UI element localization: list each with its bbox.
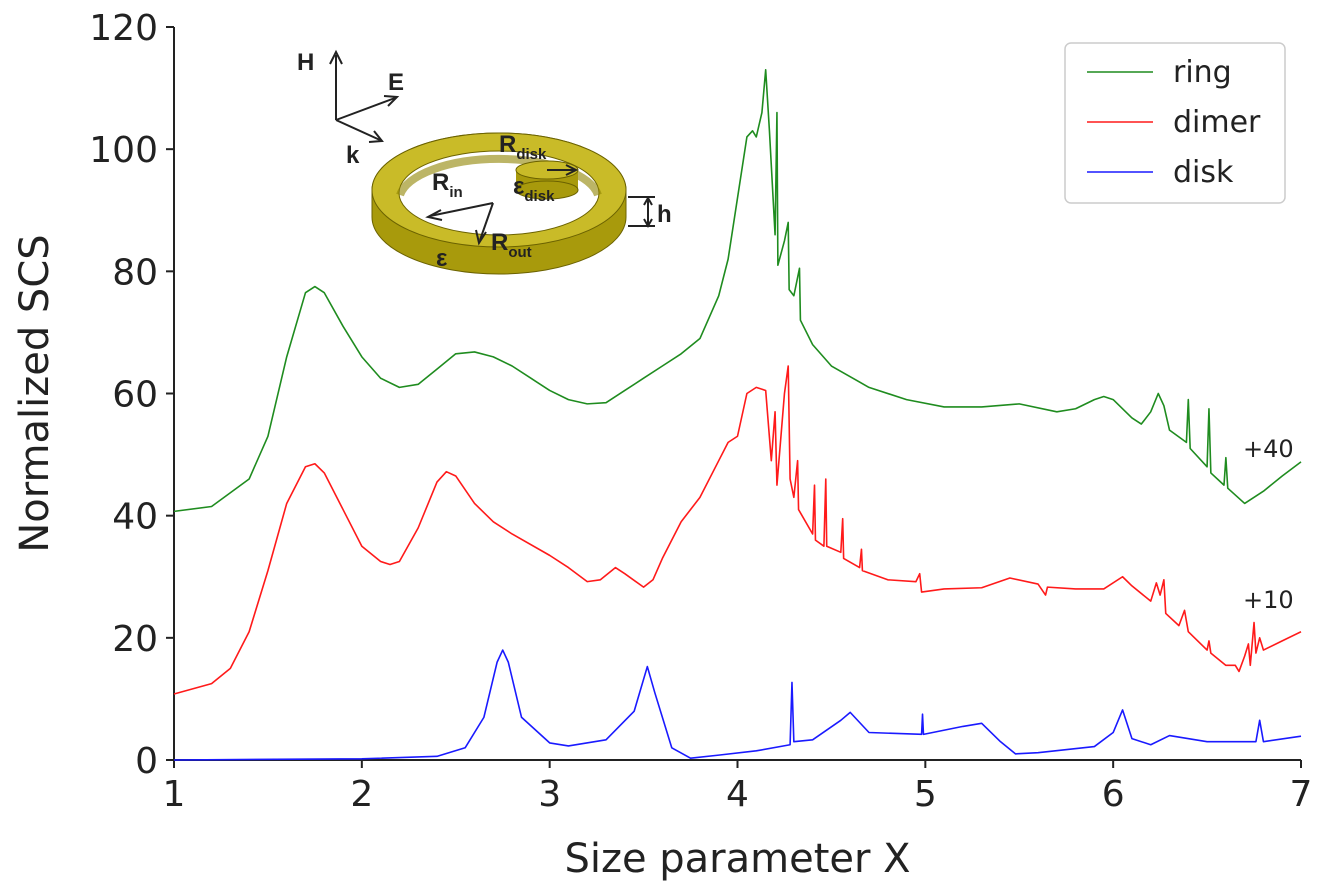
y-tick-label: 80 xyxy=(112,252,158,293)
inset-symbol: ε xyxy=(513,173,524,200)
series-line xyxy=(173,365,1302,695)
inset-label: h xyxy=(657,201,672,228)
y-tick-label: 20 xyxy=(112,619,158,660)
inset-subscript: disk xyxy=(524,188,555,205)
legend-label: ring xyxy=(1173,55,1232,90)
y-axis-label: Normalized SCS xyxy=(12,234,58,552)
y-tick-label: 60 xyxy=(112,375,158,416)
inset-label: Rdisk xyxy=(499,131,547,163)
x-tick-label: 5 xyxy=(914,774,937,815)
y-tick-label: 40 xyxy=(112,497,158,538)
inset-label: ε xyxy=(436,245,447,272)
inset-label: k xyxy=(346,142,360,169)
inset-symbol: R xyxy=(432,169,449,196)
inset-label: Rin xyxy=(432,169,463,201)
x-axis-label: Size parameter X xyxy=(564,836,910,882)
inset-label: εdisk xyxy=(513,173,555,205)
inset-label: E xyxy=(388,69,404,96)
x-tick-label: 3 xyxy=(538,774,561,815)
ring-inner-wall xyxy=(396,154,602,197)
disk-bottom xyxy=(515,180,579,200)
y-tick-label: 0 xyxy=(135,741,158,782)
series-line xyxy=(173,68,1302,513)
legend-box xyxy=(1064,42,1286,204)
inset-symbol: H xyxy=(297,49,314,76)
x-tick-label: 2 xyxy=(350,774,373,815)
series-line xyxy=(173,649,1302,761)
x-tick-label: 7 xyxy=(1290,774,1313,815)
legend-label: disk xyxy=(1173,155,1234,190)
y-tick-label: 100 xyxy=(89,130,158,171)
inset-symbol: ε xyxy=(436,245,447,272)
legend-label: dimer xyxy=(1173,105,1261,140)
annotation: +10 xyxy=(1243,586,1294,614)
x-tick-label: 4 xyxy=(726,774,749,815)
inset-subscript: in xyxy=(449,184,462,201)
inset-symbol: R xyxy=(491,229,508,256)
inset-symbol: E xyxy=(388,69,404,96)
inset-subscript: out xyxy=(508,244,531,261)
inset-label: Rout xyxy=(491,229,532,261)
annotation: +40 xyxy=(1243,435,1294,463)
x-tick-label: 6 xyxy=(1102,774,1125,815)
inset-symbol: h xyxy=(657,201,672,228)
inset-symbol: k xyxy=(346,142,360,169)
field-arrows xyxy=(329,49,655,246)
inset-symbol: R xyxy=(499,131,516,158)
x-tick-label: 1 xyxy=(163,774,186,815)
y-tick-label: 120 xyxy=(89,8,158,49)
inset-label: H xyxy=(297,49,314,76)
inset-subscript: disk xyxy=(516,146,547,163)
